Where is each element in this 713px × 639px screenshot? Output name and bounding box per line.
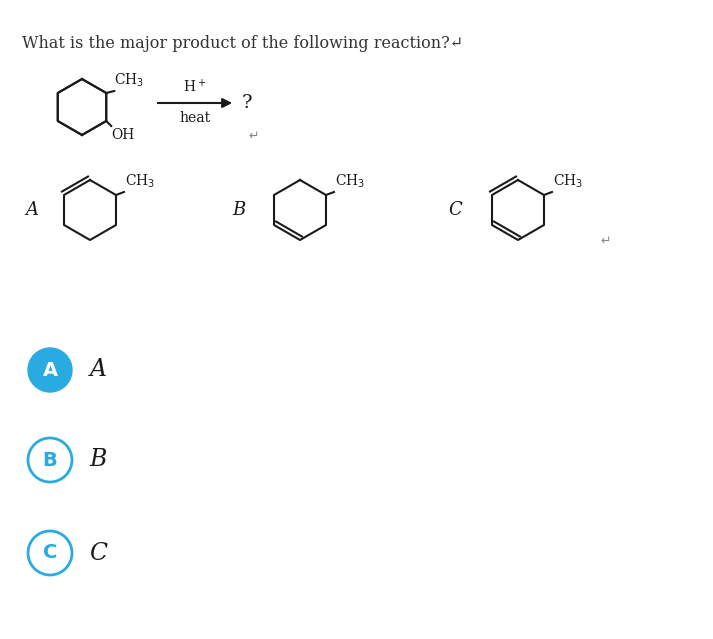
Circle shape bbox=[28, 348, 72, 392]
Text: ?: ? bbox=[242, 94, 252, 112]
Text: ↵: ↵ bbox=[600, 235, 610, 248]
Text: H$^+$: H$^+$ bbox=[183, 78, 207, 95]
Text: C: C bbox=[43, 544, 57, 562]
Text: A: A bbox=[90, 358, 106, 381]
Text: B: B bbox=[232, 201, 245, 219]
Text: C: C bbox=[448, 201, 462, 219]
Text: B: B bbox=[43, 450, 57, 470]
Text: heat: heat bbox=[180, 111, 210, 125]
Text: B: B bbox=[89, 449, 107, 472]
Text: C: C bbox=[89, 541, 107, 564]
Text: OH: OH bbox=[111, 128, 135, 142]
Text: A: A bbox=[43, 360, 58, 380]
Text: ↵: ↵ bbox=[248, 130, 259, 143]
Text: CH$_3$: CH$_3$ bbox=[114, 72, 145, 89]
Text: CH$_3$: CH$_3$ bbox=[553, 173, 583, 190]
Text: CH$_3$: CH$_3$ bbox=[335, 173, 365, 190]
Text: A: A bbox=[25, 201, 38, 219]
Text: What is the major product of the following reaction?↵: What is the major product of the followi… bbox=[22, 35, 463, 52]
Text: CH$_3$: CH$_3$ bbox=[125, 173, 155, 190]
